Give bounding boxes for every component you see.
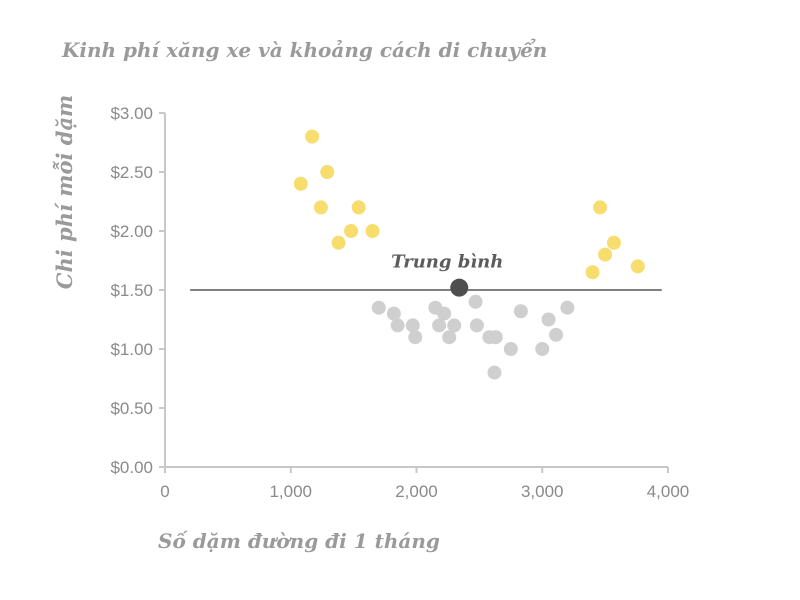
- below-data-point: [541, 312, 556, 327]
- average-data-point: [450, 278, 469, 297]
- y-tick-label: $3.00: [110, 104, 153, 123]
- below-data-point: [432, 318, 447, 333]
- below-data-point: [513, 304, 528, 319]
- above-data-point: [598, 247, 613, 262]
- below-data-point: [535, 342, 550, 356]
- below-data-point: [386, 306, 401, 321]
- annotations: Trung bình: [391, 252, 503, 273]
- below-data-point: [437, 306, 452, 321]
- above-data-point: [630, 259, 645, 274]
- x-tick-label: 3,000: [521, 482, 564, 501]
- below-data-point: [447, 318, 462, 333]
- y-tick-label: $1.50: [110, 281, 153, 300]
- y-axis-label: Chi phí mỗi dặm: [52, 95, 77, 290]
- x-tick-label: 2,000: [395, 482, 438, 501]
- above-data-point: [313, 200, 328, 215]
- data-points: [293, 129, 645, 380]
- above-data-point: [320, 165, 335, 179]
- below-data-point: [371, 300, 386, 315]
- x-axis-label: Số dặm đường đi 1 tháng: [158, 529, 440, 553]
- y-tick-label: $0.00: [110, 458, 153, 477]
- above-data-point: [593, 200, 608, 215]
- x-tick-label: 1,000: [269, 482, 312, 501]
- above-data-point: [305, 129, 320, 144]
- above-data-point: [606, 235, 621, 250]
- x-tick-label: 4,000: [647, 482, 690, 501]
- average-annotation-label: Trung bình: [391, 252, 503, 273]
- x-tick-label: 0: [160, 482, 169, 501]
- y-tick-label: $0.50: [110, 399, 153, 418]
- below-data-point: [488, 330, 503, 345]
- above-data-point: [293, 176, 308, 191]
- y-tick-label: $1.00: [110, 340, 153, 359]
- above-data-point: [344, 224, 359, 238]
- below-data-point: [408, 330, 423, 345]
- y-tick-label: $2.00: [110, 222, 153, 241]
- above-data-point: [331, 235, 346, 250]
- chart-title: Kinh phí xăng xe và khoảng cách di chuyể…: [61, 37, 547, 62]
- y-tick-label: $2.50: [110, 163, 153, 182]
- above-data-point: [365, 224, 380, 238]
- below-data-point: [442, 330, 457, 345]
- below-data-point: [503, 342, 518, 356]
- below-data-point: [390, 318, 405, 333]
- below-data-point: [560, 300, 575, 315]
- axes: $0.00 $0.50 $1.00 $1.50 $2.00 $2.50 $3.00 0 1,00…: [110, 104, 689, 501]
- below-data-point: [469, 318, 484, 333]
- below-data-point: [405, 318, 420, 333]
- above-data-point: [585, 265, 600, 280]
- below-data-point: [487, 365, 502, 380]
- below-data-point: [468, 294, 483, 309]
- above-data-point: [351, 200, 366, 215]
- below-data-point: [549, 327, 564, 342]
